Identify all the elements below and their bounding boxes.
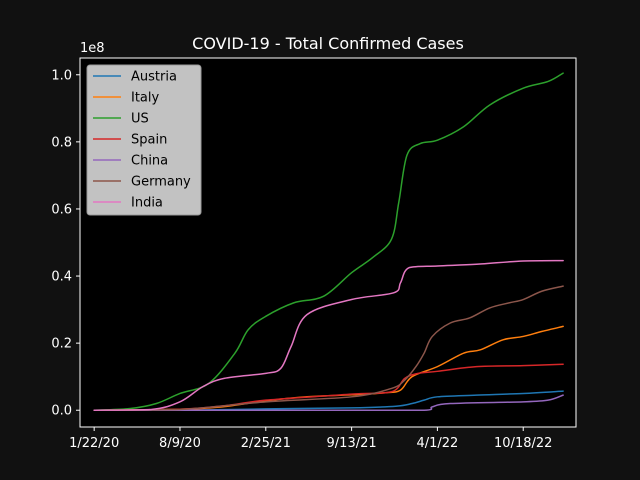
y-tick-label: 0.6 (51, 202, 72, 217)
series-line-germany (93, 285, 564, 411)
legend-label-italy: Italy (131, 91, 160, 106)
legend-box (86, 64, 202, 216)
legend-label-spain: Spain (131, 133, 167, 148)
x-tick-label: 2/25/21 (241, 436, 291, 451)
y-ticks: 0.0 0.2 0.4 0.6 0.8 1.0 (51, 68, 80, 419)
series-line-us (93, 72, 564, 411)
x-tick-label: 10/18/22 (494, 436, 552, 451)
chart-title: COVID-19 - Total Confirmed Cases (192, 34, 464, 53)
legend-label-austria: Austria (131, 70, 177, 85)
legend-label-germany: Germany (131, 175, 191, 190)
y-tick-label: 0.8 (51, 135, 72, 150)
legend-label-india: India (131, 196, 163, 211)
y-tick-label: 0.0 (51, 404, 72, 419)
legend-label-us: US (131, 112, 149, 127)
y-tick-label: 0.4 (51, 270, 72, 285)
legend: Austria Italy US Spain China Germany India (86, 64, 202, 216)
axes-frame (79, 57, 577, 428)
legend-label-china: China (131, 154, 168, 169)
x-tick-label: 9/13/21 (327, 436, 377, 451)
x-ticks: 1/22/20 8/9/20 2/25/21 9/13/21 4/1/22 10/18/2… (69, 427, 552, 451)
y-tick-label: 0.2 (51, 337, 72, 352)
x-tick-label: 4/1/22 (416, 436, 458, 451)
series-line-india (93, 259, 564, 411)
series-line-china (93, 394, 564, 411)
axes-layer (79, 57, 577, 428)
x-tick-label: 8/9/20 (159, 436, 201, 451)
y-offset-label: 1e8 (80, 41, 105, 56)
x-tick-label: 1/22/20 (69, 436, 119, 451)
y-tick-label: 1.0 (51, 68, 72, 83)
series-layer (93, 72, 564, 411)
